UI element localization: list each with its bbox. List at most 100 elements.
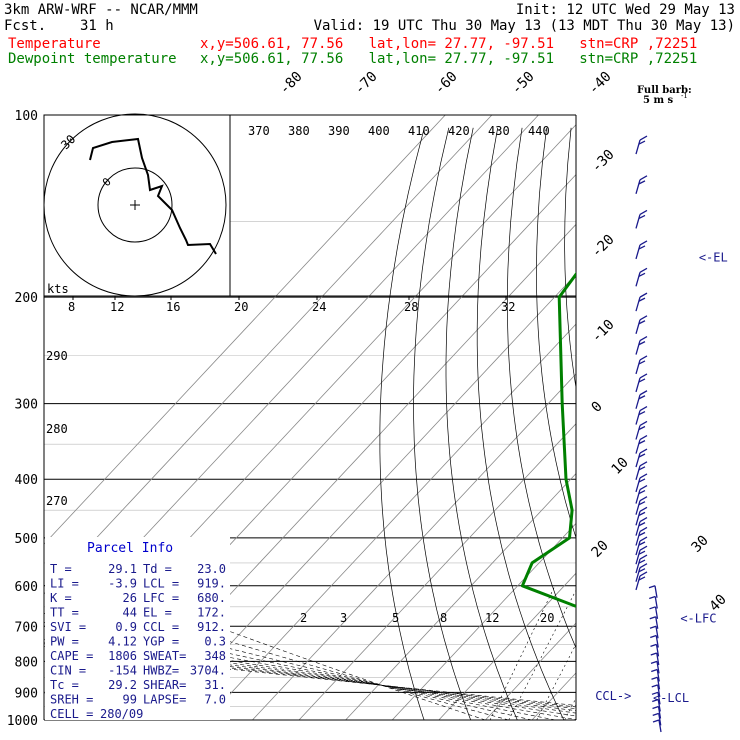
mixing-ratio-label: 2: [300, 611, 307, 625]
wind-barb-flag: [638, 272, 646, 277]
wind-barb-flag: [638, 511, 646, 516]
parcel-value: 44: [123, 606, 137, 620]
wind-barb-flag: [639, 292, 648, 298]
parcel-value: 31.: [204, 678, 226, 692]
parcel-label: T =: [50, 562, 72, 576]
isotherm-label: 30: [689, 533, 712, 556]
wind-barb-flag: [639, 355, 648, 361]
annotation-lcl: <-LCL: [653, 691, 689, 705]
isotherm: [252, 373, 576, 720]
wind-barb-flag: [638, 320, 646, 325]
wind-barb-staff: [656, 677, 661, 690]
parcel-label: SWEAT=: [143, 649, 186, 663]
wind-barb-flag: [639, 336, 648, 342]
wind-barb-flag: [639, 473, 648, 479]
barb-scale-unit: 5 m s: [643, 95, 674, 106]
wind-barb-flag: [638, 453, 646, 458]
model-title: 3km ARW-WRF -- NCAR/MMM: [4, 2, 198, 18]
parcel-label: LFC =: [143, 591, 179, 605]
wind-barb-staff: [635, 179, 641, 195]
wind-barb-flag: [639, 267, 648, 273]
isotherm: [625, 115, 740, 720]
dry-adiabat: [413, 127, 472, 720]
hodograph-ring-speed-label: 8: [68, 300, 75, 314]
wind-barb-staff: [655, 644, 660, 657]
moist-adiabat: [44, 628, 576, 717]
parcel-value: 348: [204, 649, 226, 663]
dry-adiabat-label-left: 290: [46, 349, 68, 363]
wind-barb-flag: [639, 390, 648, 396]
wind-barb-staff: [635, 272, 641, 287]
dry-adiabat: [644, 128, 740, 733]
dry-adiabat-label: 420: [448, 124, 470, 138]
mixing-ratio-line: [508, 589, 576, 720]
wind-barb-flag: [639, 571, 648, 577]
wind-barb-staff: [655, 626, 659, 639]
wind-barb-flag: [650, 660, 658, 664]
wind-barb-flag: [650, 643, 657, 648]
mixing-ratio-label: 12: [485, 611, 499, 625]
wind-barb-staff: [635, 410, 641, 425]
parcel-value: 99: [123, 693, 137, 707]
parcel-value: 172.: [197, 606, 226, 620]
hodograph-ring-speed-label: 32: [501, 300, 515, 314]
parcel-label: LI =: [50, 577, 79, 591]
wind-barb-flag: [639, 448, 648, 454]
wind-barb-flag: [639, 435, 648, 441]
wind-barb-flag: [650, 652, 657, 656]
isotherm-label: -10: [589, 317, 618, 346]
profile-lines: [520, 115, 740, 720]
isotherm-label: 0: [589, 399, 606, 416]
parcel-label: HWBZ=: [143, 664, 179, 678]
isotherm-label: 20: [589, 538, 612, 561]
parcel-label: SHEAR=: [143, 678, 186, 692]
hodograph-ring-speed-label: 16: [166, 300, 180, 314]
parcel-label: SREH =: [50, 693, 93, 707]
wind-barb-flag: [639, 406, 648, 412]
wind-barb-flag: [638, 576, 646, 581]
isotherm: [672, 115, 740, 720]
hodograph-ring-speed-label: 24: [312, 300, 326, 314]
wind-barb-staff: [635, 489, 641, 504]
wind-barb-staff: [635, 359, 641, 375]
wind-barb-staff: [635, 139, 641, 155]
isotherm-label: -80: [277, 69, 306, 98]
dry-adiabat-label: 430: [488, 124, 510, 138]
wind-barb-staff: [635, 521, 641, 536]
wind-barb-staff: [635, 214, 641, 229]
wind-barb-flag: [651, 691, 659, 695]
wind-barb-flag: [638, 466, 646, 471]
wind-barb-flag: [639, 315, 648, 321]
isotherm-label: 10: [609, 455, 632, 478]
parcel-box-background: [45, 537, 230, 720]
legend-dewpoint-name: Dewpoint temperature: [8, 51, 177, 67]
wind-barb-flag: [639, 461, 648, 467]
pressure-label: 900: [15, 686, 38, 701]
wind-barb-flag: [652, 719, 660, 723]
wind-barb-flag: [638, 297, 646, 302]
parcel-value: 29.1: [108, 562, 137, 576]
mixing-ratio-label: 3: [340, 611, 347, 625]
parcel-label: EL =: [143, 606, 172, 620]
wind-barb-flag: [652, 705, 659, 710]
parcel-value: 29.2: [108, 678, 137, 692]
wind-barb-flag: [638, 395, 646, 400]
parcel-label: PW =: [50, 635, 79, 649]
wind-barb-staff: [656, 652, 660, 666]
parcel-value: 919.: [197, 577, 226, 591]
dry-adiabat-label-left: 280: [46, 422, 68, 436]
wind-barb-flag: [638, 214, 646, 220]
parcel-value: -3.9: [108, 577, 137, 591]
wind-barb-flag: [648, 585, 656, 589]
mixing-ratio-line: [536, 643, 576, 720]
isotherm: [438, 572, 576, 720]
temperature-profile: [650, 115, 740, 720]
wind-barb-flag: [638, 559, 646, 564]
wind-barb-flag: [651, 676, 658, 680]
wind-barb-staff: [658, 719, 662, 733]
wind-barb-staff: [654, 585, 658, 598]
wind-barb-flag: [649, 606, 656, 610]
pressure-label: 800: [15, 655, 38, 670]
dry-adiabat: [564, 127, 576, 390]
parcel-value: 7.0: [204, 693, 226, 707]
